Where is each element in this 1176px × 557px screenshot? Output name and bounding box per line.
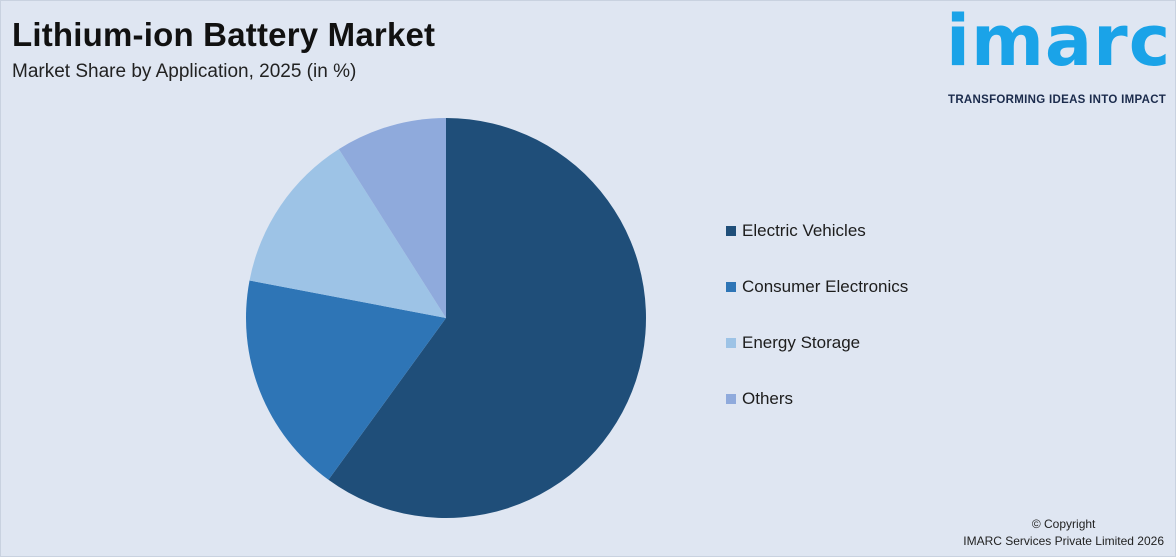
- imarc-logo: imarc TRANSFORMING IDEAS INTO IMPACT: [946, 6, 1170, 108]
- pie-slice-energy-storage: [249, 149, 446, 318]
- legend-swatch: [726, 394, 736, 404]
- chart-title: Lithium-ion Battery Market: [12, 16, 436, 53]
- chart-legend: Electric Vehicles Consumer Electronics Ene…: [726, 221, 908, 445]
- logo-wordmark: imarc: [946, 0, 1172, 82]
- logo-tagline: TRANSFORMING IDEAS INTO IMPACT: [948, 94, 1167, 106]
- chart-subtitle: Market Share by Application, 2025 (in %): [12, 61, 357, 82]
- legend-label: Energy Storage: [742, 333, 861, 352]
- pie-slice-electric-vehicles: [328, 118, 647, 518]
- copyright-line: © Copyright: [1031, 517, 1096, 531]
- copyright-notice: © Copyright IMARC Services Private Limit…: [963, 516, 1164, 550]
- legend-label: Consumer Electronics: [742, 277, 909, 296]
- legend-label: Others: [742, 389, 794, 408]
- legend-item-consumer-electronics: Consumer Electronics: [726, 277, 908, 333]
- legend-swatch: [726, 338, 736, 348]
- legend-swatch: [726, 226, 736, 236]
- pie-slice-others: [338, 118, 446, 318]
- legend-item-energy-storage: Energy Storage: [726, 333, 908, 389]
- copyright-company: IMARC Services Private Limited 2026: [963, 534, 1164, 548]
- legend-swatch: [726, 282, 736, 292]
- legend-label: Electric Vehicles: [742, 221, 866, 240]
- pie-slice-consumer-electronics: [245, 280, 446, 480]
- legend-item-others: Others: [726, 389, 908, 445]
- legend-item-electric-vehicles: Electric Vehicles: [726, 221, 908, 277]
